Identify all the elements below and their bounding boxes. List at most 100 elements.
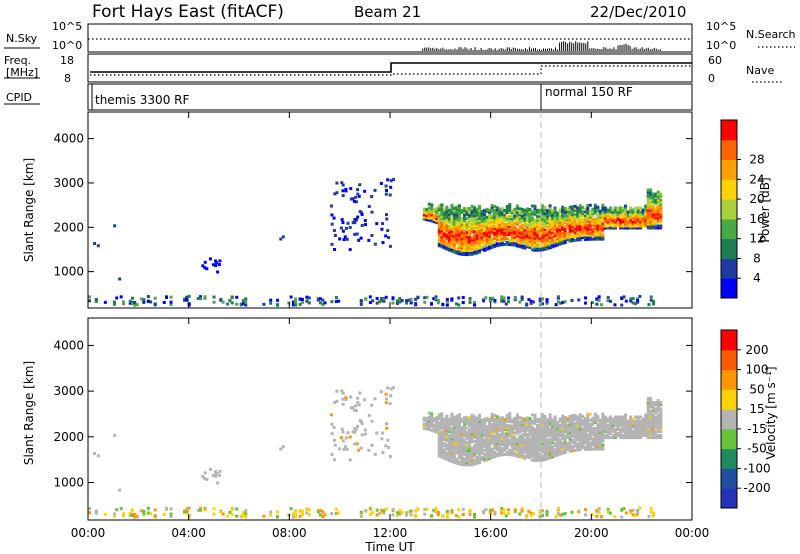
- scatter-cell: [450, 213, 454, 217]
- scatter-cell: [364, 509, 368, 513]
- scatter-cell: [563, 415, 567, 419]
- scatter-cell: [495, 218, 499, 222]
- scatter-cell: [654, 431, 658, 435]
- scatter-cell: [641, 210, 645, 214]
- scatter-cell: [515, 425, 519, 429]
- scatter-cell: [490, 207, 494, 211]
- scatter-cell: [455, 211, 459, 215]
- scatter-cell: [445, 418, 449, 422]
- scatter-cell: [488, 456, 492, 460]
- scatter-cell: [380, 227, 384, 231]
- scatter-cell: [462, 430, 466, 434]
- scatter-cell: [457, 423, 461, 427]
- scatter-cell: [588, 219, 592, 223]
- scatter-cell: [219, 510, 223, 514]
- scatter-cell: [553, 442, 557, 446]
- scatter-cell: [641, 431, 645, 435]
- scatter-cell: [586, 416, 590, 420]
- scatter-cell: [244, 297, 248, 301]
- scatter-cell: [659, 208, 663, 212]
- scatter-cell: [556, 227, 560, 231]
- scatter-cell: [593, 221, 597, 225]
- scatter-cell: [498, 433, 502, 437]
- scatter-cell: [437, 238, 441, 242]
- scatter-cell: [636, 429, 640, 433]
- scatter-cell: [518, 235, 522, 239]
- scatter-cell: [641, 423, 645, 427]
- scatter-cell: [341, 183, 345, 187]
- scatter-cell: [646, 407, 650, 411]
- scatter-cell: [468, 442, 472, 446]
- scatter-cell: [488, 508, 492, 512]
- scatter-cell: [457, 413, 461, 417]
- scatter-cell: [468, 416, 472, 420]
- scatter-cell: [450, 223, 454, 227]
- scatter-cell: [546, 428, 550, 432]
- scatter-cell: [624, 425, 628, 429]
- scatter-cell: [475, 435, 479, 439]
- scatter-cell: [485, 209, 489, 213]
- scatter-cell: [568, 215, 572, 219]
- scatter-cell: [651, 419, 655, 423]
- scatter-cell: [656, 409, 660, 413]
- scatter-cell: [654, 212, 658, 216]
- scatter-cell: [235, 295, 239, 299]
- scatter-cell: [541, 232, 544, 236]
- scatter-cell: [616, 425, 620, 429]
- scatter-cell: [601, 235, 605, 239]
- scatter-cell: [450, 235, 454, 239]
- scatter-cell: [636, 427, 640, 431]
- scatter-cell: [490, 441, 494, 445]
- scatter-cell: [354, 404, 358, 408]
- scatter-cell: [508, 411, 512, 415]
- scatter-cell: [435, 418, 439, 422]
- scatter-cell: [548, 236, 552, 240]
- scatter-cell: [613, 427, 617, 431]
- scatter-cell: [239, 302, 243, 306]
- scatter-cell: [468, 221, 472, 225]
- scatter-cell: [493, 436, 497, 440]
- scatter-cell: [533, 248, 537, 252]
- scatter-cell: [659, 220, 663, 224]
- scatter-cell: [578, 437, 582, 441]
- scatter-cell: [644, 224, 648, 228]
- scatter-cell: [216, 270, 220, 274]
- scatter-cell: [452, 224, 456, 228]
- scatter-cell: [538, 444, 542, 448]
- scatter-cell: [598, 447, 602, 451]
- scatter-cell: [553, 425, 557, 429]
- scatter-cell: [636, 208, 640, 212]
- scatter-cell: [606, 214, 610, 218]
- scatter-cell: [416, 507, 420, 511]
- scatter-cell: [510, 223, 514, 227]
- scatter-cell: [646, 212, 650, 216]
- scatter-cell: [457, 421, 461, 425]
- scatter-cell: [619, 226, 623, 230]
- scatter-cell: [498, 233, 502, 237]
- scatter-cell: [442, 429, 446, 433]
- scatter-cell: [573, 208, 577, 212]
- scatter-cell: [452, 232, 456, 236]
- scatter-cell: [455, 443, 459, 447]
- scatter-cell: [483, 212, 487, 216]
- scatter-cell: [432, 427, 436, 431]
- scatter-cell: [359, 446, 363, 450]
- scatter-cell: [598, 426, 602, 430]
- scatter-cell: [558, 236, 562, 240]
- scatter-cell: [553, 419, 557, 423]
- scatter-cell: [551, 453, 555, 457]
- scatter-cell: [583, 435, 587, 439]
- scatter-cell: [520, 213, 524, 217]
- scatter-cell: [659, 192, 663, 196]
- scatter-cell: [601, 221, 605, 225]
- scatter-cell: [634, 216, 638, 220]
- scatter-cell: [435, 416, 439, 420]
- scatter-cell: [316, 508, 320, 512]
- scatter-cell: [624, 421, 628, 425]
- scatter-cell: [520, 445, 524, 449]
- scatter-cell: [578, 214, 582, 218]
- scatter-cell: [422, 424, 426, 428]
- scatter-cell: [619, 206, 623, 210]
- scatter-cell: [528, 429, 532, 433]
- scatter-cell: [334, 300, 338, 304]
